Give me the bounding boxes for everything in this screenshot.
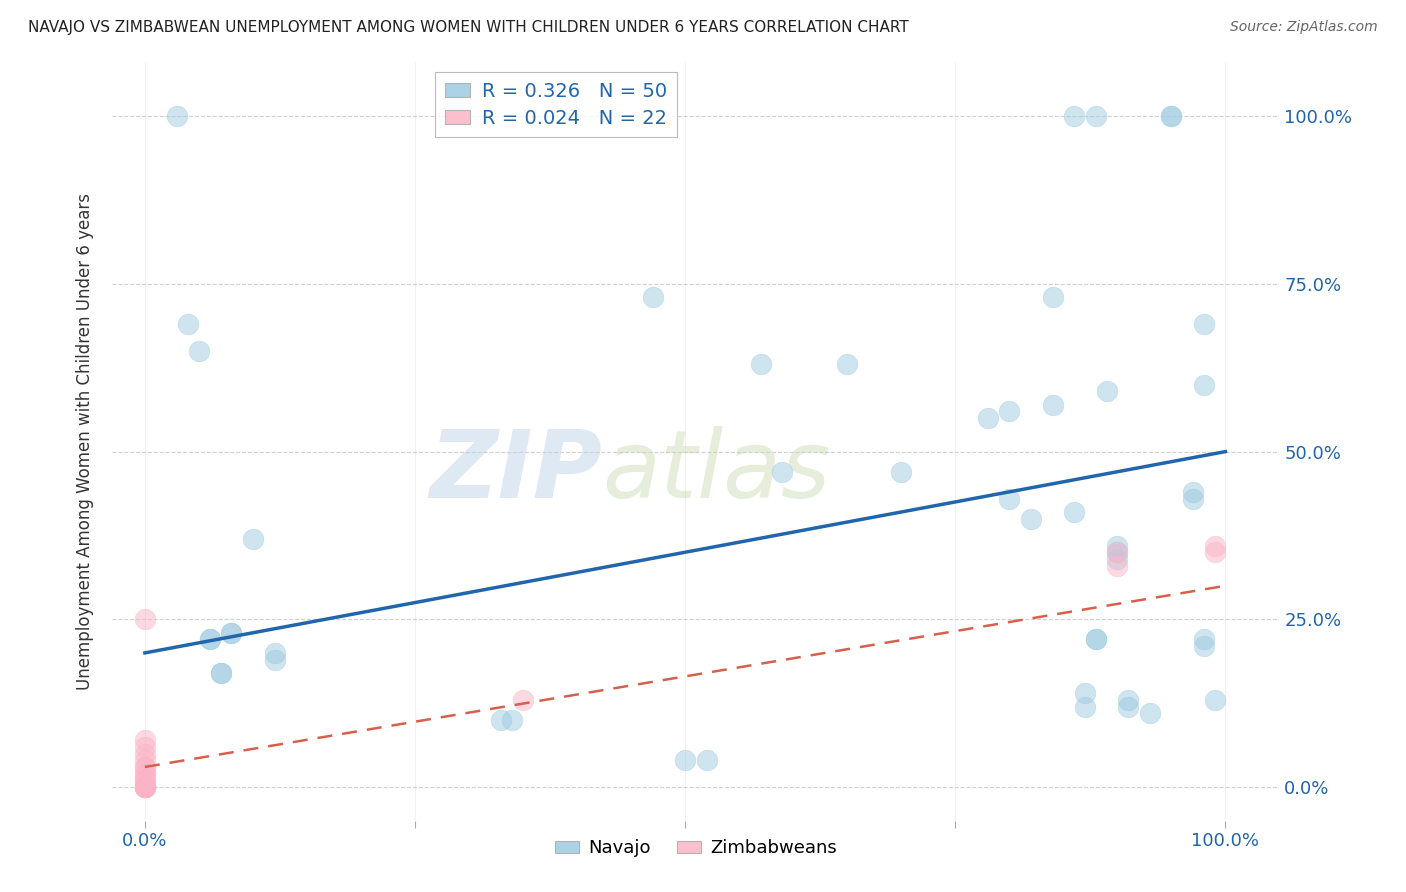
Point xyxy=(209,666,232,681)
Point xyxy=(134,780,156,794)
Point xyxy=(1074,686,1097,700)
Point xyxy=(263,646,285,660)
Point xyxy=(1107,539,1129,553)
Point xyxy=(890,465,912,479)
Point xyxy=(1192,632,1215,647)
Point xyxy=(1074,699,1097,714)
Point xyxy=(1192,317,1215,331)
Point xyxy=(221,625,243,640)
Point xyxy=(976,411,998,425)
Point xyxy=(1019,512,1042,526)
Text: Source: ZipAtlas.com: Source: ZipAtlas.com xyxy=(1230,20,1378,34)
Point xyxy=(177,317,200,331)
Point xyxy=(263,652,285,666)
Point xyxy=(1042,398,1064,412)
Point xyxy=(242,532,264,546)
Point xyxy=(198,632,221,647)
Point xyxy=(1107,558,1129,573)
Point xyxy=(134,760,156,774)
Point xyxy=(1042,290,1064,304)
Point xyxy=(749,357,772,371)
Point xyxy=(198,632,221,647)
Point xyxy=(1160,109,1182,123)
Point xyxy=(209,666,232,681)
Point xyxy=(1160,109,1182,123)
Point xyxy=(1192,377,1215,392)
Y-axis label: Unemployment Among Women with Children Under 6 years: Unemployment Among Women with Children U… xyxy=(76,193,94,690)
Point xyxy=(1084,632,1107,647)
Point xyxy=(1107,545,1129,559)
Point xyxy=(134,739,156,754)
Point xyxy=(134,780,156,794)
Point xyxy=(641,290,664,304)
Point xyxy=(134,747,156,761)
Point xyxy=(998,491,1021,506)
Point xyxy=(1084,109,1107,123)
Point xyxy=(491,713,513,727)
Point xyxy=(1107,545,1129,559)
Point xyxy=(1204,545,1226,559)
Point xyxy=(134,780,156,794)
Point xyxy=(1204,539,1226,553)
Point xyxy=(696,753,718,767)
Point xyxy=(1139,706,1161,721)
Point xyxy=(1204,693,1226,707)
Point xyxy=(134,733,156,747)
Point xyxy=(673,753,696,767)
Point xyxy=(134,780,156,794)
Point xyxy=(134,766,156,780)
Point xyxy=(187,343,209,358)
Point xyxy=(1063,505,1085,519)
Point xyxy=(1063,109,1085,123)
Point xyxy=(166,109,188,123)
Point xyxy=(1095,384,1118,399)
Point xyxy=(1084,632,1107,647)
Point xyxy=(501,713,523,727)
Point xyxy=(837,357,859,371)
Text: ZIP: ZIP xyxy=(430,425,603,518)
Point xyxy=(512,693,534,707)
Point xyxy=(1116,699,1139,714)
Point xyxy=(134,612,156,626)
Point xyxy=(770,465,793,479)
Point xyxy=(134,773,156,788)
Point xyxy=(134,780,156,794)
Point xyxy=(1107,552,1129,566)
Point xyxy=(221,625,243,640)
Point xyxy=(998,404,1021,418)
Point xyxy=(134,766,156,780)
Text: atlas: atlas xyxy=(603,426,831,517)
Legend: Navajo, Zimbabweans: Navajo, Zimbabweans xyxy=(548,832,844,864)
Point xyxy=(1192,639,1215,653)
Point xyxy=(134,780,156,794)
Point xyxy=(134,753,156,767)
Point xyxy=(1116,693,1139,707)
Point xyxy=(134,773,156,788)
Point xyxy=(134,760,156,774)
Text: NAVAJO VS ZIMBABWEAN UNEMPLOYMENT AMONG WOMEN WITH CHILDREN UNDER 6 YEARS CORREL: NAVAJO VS ZIMBABWEAN UNEMPLOYMENT AMONG … xyxy=(28,20,908,35)
Point xyxy=(1182,491,1205,506)
Point xyxy=(1182,484,1205,499)
